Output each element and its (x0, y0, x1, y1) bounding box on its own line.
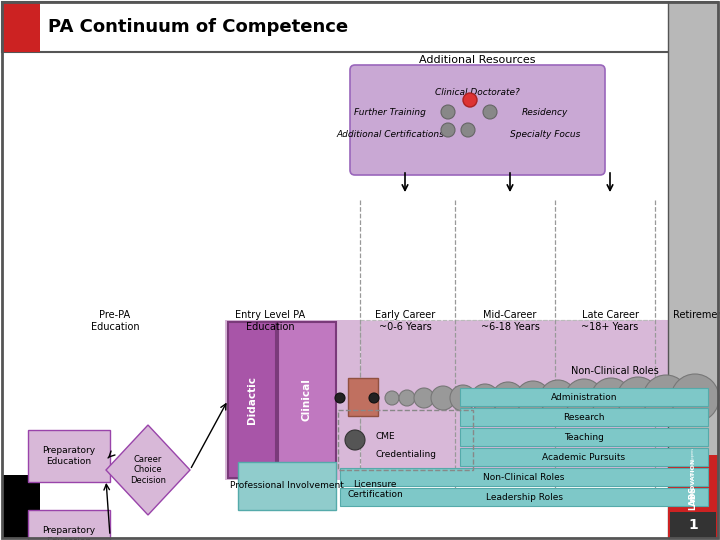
Text: Leadership Roles: Leadership Roles (485, 492, 562, 502)
Circle shape (516, 381, 550, 415)
Text: Preparatory
Education: Preparatory Education (42, 526, 96, 540)
Text: 1: 1 (688, 518, 698, 532)
Text: Non-Clinical Roles: Non-Clinical Roles (571, 366, 659, 376)
Bar (670, 512, 716, 538)
Circle shape (399, 390, 415, 406)
Circle shape (441, 105, 455, 119)
Bar (668, 455, 718, 538)
Circle shape (441, 123, 455, 137)
Text: LABS: LABS (688, 486, 698, 510)
Circle shape (369, 393, 379, 403)
Bar (340, 488, 708, 506)
Text: Administration: Administration (551, 393, 617, 402)
Bar (460, 408, 708, 426)
Circle shape (643, 375, 689, 421)
Bar (238, 462, 336, 510)
Text: Pre-PA
Education: Pre-PA Education (91, 310, 139, 332)
Circle shape (461, 123, 475, 137)
Circle shape (565, 379, 603, 417)
Text: Specialty Focus: Specialty Focus (510, 130, 580, 139)
Text: Research: Research (563, 413, 605, 422)
Circle shape (492, 382, 524, 414)
Text: Entry Level PA
Education: Entry Level PA Education (235, 310, 305, 332)
Text: Licensure
Certification: Licensure Certification (347, 480, 403, 500)
Text: INNOVATION: INNOVATION (690, 458, 696, 502)
Text: Teaching: Teaching (564, 433, 604, 442)
Circle shape (431, 386, 455, 410)
Bar (28, 430, 110, 482)
Text: Career
Choice
Decision: Career Choice Decision (130, 455, 166, 485)
Text: Where Innovation Happens: Where Innovation Happens (691, 448, 695, 496)
Text: Early Career
~0-6 Years: Early Career ~0-6 Years (375, 310, 435, 332)
Bar (360, 320, 660, 480)
Bar (460, 428, 708, 446)
Text: Residency: Residency (522, 108, 568, 117)
Text: Clinical Doctorate?: Clinical Doctorate? (435, 88, 519, 97)
Circle shape (471, 384, 499, 412)
Text: CME: CME (375, 432, 395, 441)
Bar (2, 2, 718, 52)
Text: Didactic: Didactic (247, 376, 257, 424)
Bar (228, 322, 276, 478)
Bar (460, 388, 708, 406)
Text: PA Continuum of Competence: PA Continuum of Competence (48, 18, 348, 36)
Bar (28, 510, 110, 540)
Text: Non-Clinical Roles: Non-Clinical Roles (483, 472, 564, 482)
Circle shape (463, 93, 477, 107)
Bar (348, 378, 378, 416)
Circle shape (345, 430, 365, 450)
Text: Additional Resources: Additional Resources (419, 55, 535, 65)
Circle shape (617, 377, 659, 419)
Bar (655, 320, 720, 480)
Bar (460, 448, 708, 466)
Bar (2, 475, 40, 538)
Circle shape (335, 393, 345, 403)
Circle shape (414, 388, 434, 408)
Circle shape (483, 105, 497, 119)
Text: Credentialing: Credentialing (375, 450, 436, 459)
Circle shape (671, 374, 719, 422)
Bar (338, 410, 473, 470)
Bar (340, 468, 708, 486)
Polygon shape (106, 425, 190, 515)
Text: Further Training: Further Training (354, 108, 426, 117)
Circle shape (385, 391, 399, 405)
Circle shape (591, 378, 631, 418)
Bar (278, 322, 336, 478)
Text: Professional Involvement: Professional Involvement (230, 482, 344, 490)
Circle shape (450, 385, 476, 411)
FancyBboxPatch shape (350, 65, 605, 175)
Circle shape (540, 380, 576, 416)
Text: Additional Certifications: Additional Certifications (336, 130, 444, 139)
Text: Academic Pursuits: Academic Pursuits (542, 453, 626, 462)
Bar (2, 2, 40, 52)
Text: Mid-Career
~6-18 Years: Mid-Career ~6-18 Years (480, 310, 539, 332)
Text: Late Career
~18+ Years: Late Career ~18+ Years (581, 310, 639, 332)
Text: Retirement: Retirement (672, 310, 720, 320)
Text: Clinical: Clinical (302, 379, 312, 421)
Bar (668, 2, 718, 538)
Text: Preparatory
Education: Preparatory Education (42, 446, 96, 465)
Bar (455, 320, 720, 480)
Bar (225, 320, 360, 480)
